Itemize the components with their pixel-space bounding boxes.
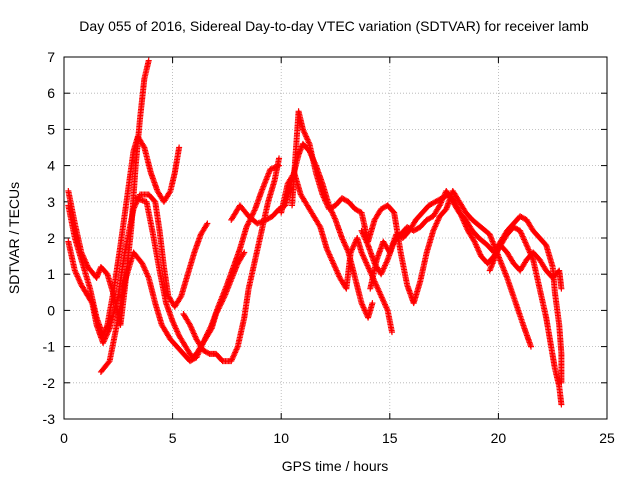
data-point (202, 334, 209, 341)
data-point (206, 327, 213, 334)
data-point (176, 144, 183, 151)
series-track-2 (65, 133, 183, 339)
data-point (558, 285, 565, 292)
data-point (245, 219, 252, 226)
x-tick-label: 15 (382, 430, 398, 446)
data-point (243, 224, 250, 231)
data-point (251, 207, 258, 214)
y-tick-label: 4 (47, 158, 55, 174)
y-tick-label: 3 (47, 194, 55, 210)
series-track-9 (289, 108, 534, 350)
y-tick-label: 1 (47, 266, 55, 282)
series-track-12 (486, 224, 565, 408)
y-tick-label: 2 (47, 230, 55, 246)
data-point (206, 326, 213, 333)
x-axis-label: GPS time / hours (282, 458, 389, 474)
x-tick-label: 5 (169, 430, 177, 446)
data-point (140, 143, 147, 150)
data-point (369, 300, 376, 307)
y-tick-label: 5 (47, 121, 55, 137)
data-point (177, 294, 184, 301)
x-tick-label: 0 (60, 430, 68, 446)
y-tick-label: -3 (43, 411, 56, 427)
y-tick-label: 6 (47, 85, 55, 101)
data-point (203, 333, 210, 340)
y-tick-label: -1 (43, 339, 56, 355)
y-tick-label: 7 (47, 49, 55, 65)
data-point (207, 324, 214, 331)
data-point (145, 57, 152, 64)
y-tick-label: -2 (43, 375, 56, 391)
plot-frame (63, 56, 608, 420)
data-point (205, 350, 212, 357)
data-point (205, 328, 212, 335)
x-tick-label: 20 (491, 430, 507, 446)
data-point (166, 189, 173, 196)
data-point (558, 401, 565, 408)
series-track-6 (180, 155, 283, 365)
data-point (200, 338, 207, 345)
series-track-3 (65, 191, 211, 346)
data-point (316, 222, 323, 229)
data-point (201, 337, 208, 344)
data-marks (65, 57, 565, 408)
data-point (203, 221, 210, 228)
series-track-8 (278, 169, 395, 336)
data-point (202, 335, 209, 342)
y-tick-label: 0 (47, 302, 55, 318)
chart-title: Day 055 of 2016, Sidereal Day-to-day VTE… (79, 18, 589, 34)
data-point (88, 298, 95, 305)
data-point (240, 250, 247, 257)
data-point (250, 210, 257, 217)
data-point (244, 221, 251, 228)
data-point (204, 330, 211, 337)
data-point (204, 331, 211, 338)
data-point (208, 323, 215, 330)
y-axis-label: SDTVAR / TECUs (6, 182, 22, 294)
x-tick-label: 10 (273, 430, 289, 446)
data-point (241, 249, 248, 256)
x-tick-label: 25 (599, 430, 615, 446)
series-track-5 (132, 162, 283, 361)
data-point (276, 155, 283, 162)
data-point (388, 329, 395, 336)
series-track-1 (65, 57, 152, 328)
data-point (244, 222, 251, 229)
data-point (105, 359, 112, 366)
data-point (527, 343, 534, 350)
data-point (204, 220, 211, 227)
data-point (250, 208, 257, 215)
